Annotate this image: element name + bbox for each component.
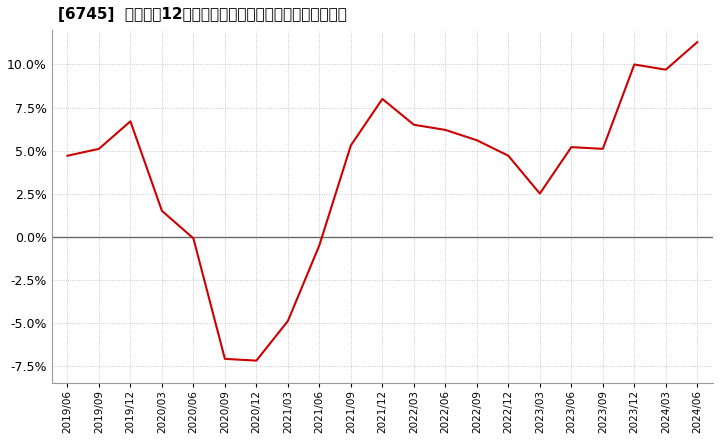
Text: [6745]  売上高の12か月移動合計の対前年同期増減率の推移: [6745] 売上高の12か月移動合計の対前年同期増減率の推移 <box>58 7 347 22</box>
